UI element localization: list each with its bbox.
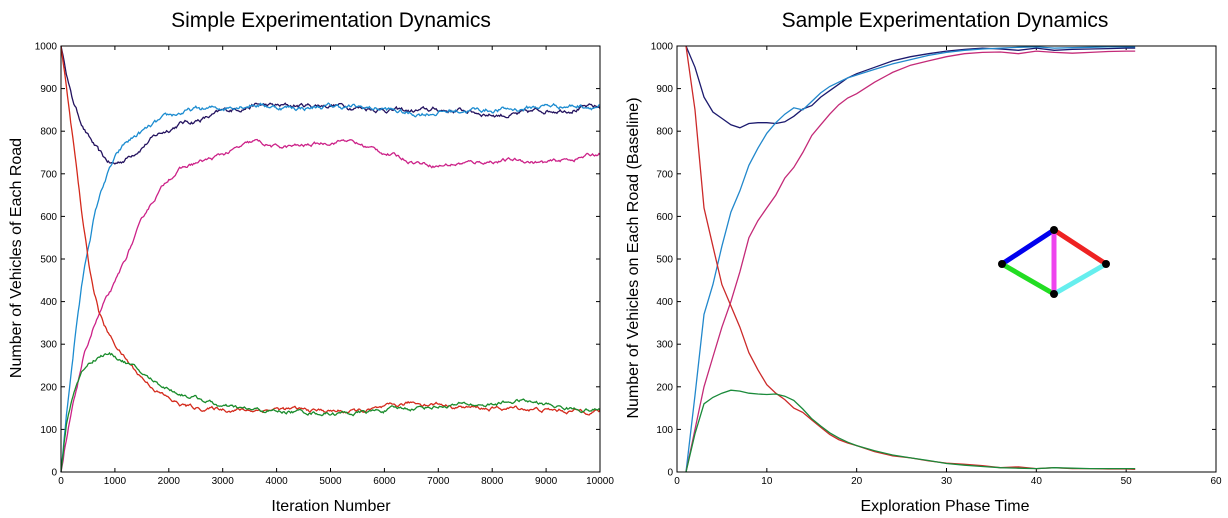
series-line-2 [60,102,601,473]
x-tick-label: 50 [1121,476,1133,487]
x-tick-label: 7000 [427,476,450,487]
network-node-3 [1102,260,1110,268]
series-line-5 [685,389,1136,473]
road-network-inset [998,226,1110,298]
x-tick-label: 2000 [158,476,181,487]
x-tick-label: 20 [851,476,863,487]
y-tick-label: 300 [40,340,57,351]
network-node-1 [998,260,1006,268]
series-line-3 [685,50,1136,473]
series-line-4 [60,45,601,416]
x-tick-label: 0 [58,476,64,487]
x-tick-label: 10000 [586,476,614,487]
y-tick-label: 600 [656,212,673,223]
y-tick-label: 500 [40,255,57,266]
y-tick-label: 0 [51,468,57,479]
y-tick-label: 100 [40,425,57,436]
y-tick-label: 0 [667,468,673,479]
x-tick-label: 8000 [481,476,504,487]
y-tick-label: 500 [656,255,673,266]
y-tick-label: 700 [40,169,57,180]
x-tick-label: 30 [941,476,953,487]
x-tick-label: 4000 [265,476,288,487]
x-tick-label: 6000 [373,476,396,487]
x-axis-label: Iteration Number [271,498,391,515]
x-tick-label: 9000 [535,476,558,487]
network-edge-3 [999,261,1057,297]
tick-group: 0 10 20 30 40 50 60010020030040050060070080090… [651,42,1222,488]
y-tick-label: 800 [40,127,57,138]
tick-group: 0 1000 2000 3000 4000 5000 6000 7000 8000 9000 100… [35,42,615,488]
y-axis-label: Number of Vehicles of Each Road [8,138,25,378]
y-tick-label: 900 [40,84,57,95]
chart-title: Sample Experimentation Dynamics [782,9,1109,32]
y-tick-label: 200 [40,382,57,393]
x-tick-label: 3000 [212,476,235,487]
y-tick-label: 300 [656,340,673,351]
series-line-1 [685,45,1136,129]
series-line-3 [60,138,601,473]
network-node-4 [1050,290,1058,298]
series-line-1 [60,45,601,165]
y-tick-label: 400 [40,297,57,308]
network-edge-1 [999,227,1057,267]
x-tick-label: 1000 [104,476,127,487]
x-tick-label: 10 [761,476,773,487]
plot-frame [676,45,1217,473]
series-line-2 [685,46,1136,473]
x-tick-label: 5000 [319,476,342,487]
y-tick-label: 1000 [35,42,58,53]
x-tick-label: 60 [1210,476,1222,487]
y-tick-label: 100 [656,425,673,436]
y-axis-label: Number of Vehicles on Each Road (Baselin… [625,97,642,418]
x-tick-label: 0 [674,476,680,487]
y-tick-label: 800 [656,127,673,138]
network-edge-4 [1051,261,1109,297]
plot-area [685,45,1136,473]
series-line-5 [60,351,601,473]
plot-frame [60,45,601,473]
y-tick-label: 600 [40,212,57,223]
series-line-4 [685,45,1136,471]
x-axis-label: Exploration Phase Time [861,498,1030,515]
chart-simple-experimentation: Simple Experimentation Dynamics Iteratio… [8,9,614,515]
chart-title: Simple Experimentation Dynamics [171,9,491,32]
network-node-2 [1050,226,1058,234]
y-tick-label: 900 [656,84,673,95]
chart-sample-experimentation: Sample Experimentation Dynamics Explorat… [625,9,1222,515]
y-tick-label: 400 [656,297,673,308]
plot-area [60,45,601,473]
x-tick-label: 40 [1031,476,1043,487]
y-tick-label: 700 [656,169,673,180]
y-tick-label: 200 [656,382,673,393]
y-tick-label: 1000 [651,42,674,53]
network-edge-2 [1051,227,1109,267]
